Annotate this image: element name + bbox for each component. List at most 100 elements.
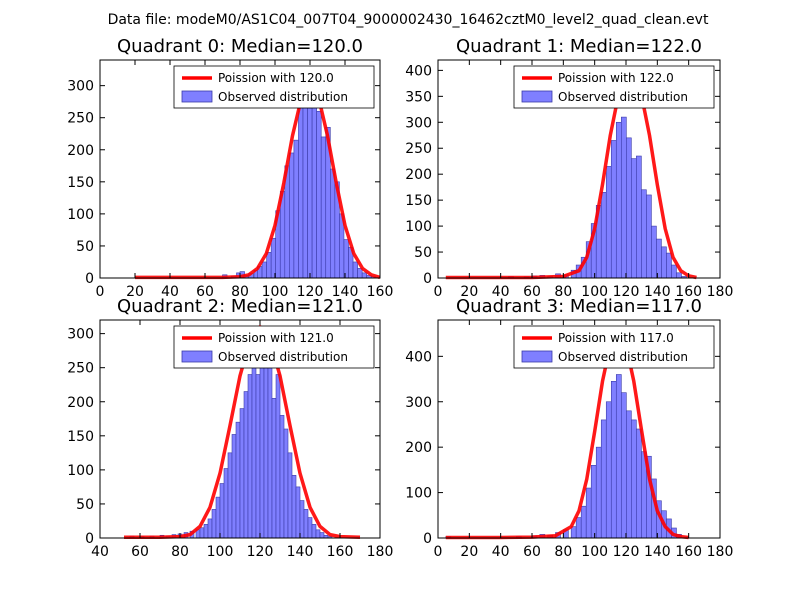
histogram-bar: [585, 487, 592, 539]
subplot-quadrant-0: 0 20 40 60 80 100 120 140 160 0 50 100 150 200 250 300 Q…: [67, 36, 393, 300]
histogram-bar: [302, 82, 308, 279]
x-tick-label: 160: [675, 544, 702, 560]
x-tick-label: 120: [297, 284, 324, 300]
histogram-bar: [636, 428, 642, 539]
y-tick-label: 200: [67, 395, 94, 411]
histogram-bar: [239, 408, 245, 539]
y-tick-label: 100: [67, 207, 94, 223]
histogram-bar: [656, 238, 662, 279]
y-tick-label: 250: [405, 141, 432, 157]
histogram-bar: [316, 110, 322, 279]
x-tick-label: 140: [644, 284, 671, 300]
histogram-bar: [299, 500, 305, 539]
x-tick-label: 20: [460, 284, 478, 300]
x-tick-label: 180: [707, 284, 734, 300]
legend: Poission with 117.0 Observed distribution: [513, 325, 715, 369]
y-tick-label: 200: [405, 167, 432, 183]
y-tick-label: 300: [405, 395, 432, 411]
x-tick-label: 140: [644, 544, 671, 560]
y-tick-label: 0: [85, 271, 94, 287]
histogram-bar: [235, 421, 241, 539]
histogram-bar: [631, 419, 637, 539]
histogram-bar: [266, 252, 272, 279]
x-tick-label: 100: [581, 284, 608, 300]
histogram-bar: [227, 452, 233, 539]
x-tick-label: 0: [434, 544, 443, 560]
subplot-title: Quadrant 1: Median=122.0: [456, 36, 702, 57]
histogram-bar: [291, 475, 297, 539]
poisson-curve: [135, 83, 381, 280]
histogram-bar: [361, 272, 367, 279]
y-tick-label: 0: [423, 271, 432, 287]
histogram-bar: [320, 136, 327, 279]
x-tick-label: 160: [367, 284, 394, 300]
histogram-bar: [307, 107, 313, 279]
x-tick-label: 40: [492, 544, 510, 560]
legend-bar-swatch: [521, 350, 553, 363]
histogram-bar: [267, 360, 273, 539]
x-tick-label: 80: [231, 284, 249, 300]
legend-bar-swatch: [181, 350, 213, 363]
histogram-bar: [575, 517, 582, 539]
figure-suptitle: Data file: modeM0/AS1C04_007T04_90000024…: [108, 12, 709, 28]
x-tick-label: 20: [126, 284, 144, 300]
x-tick-label: 40: [161, 284, 179, 300]
subplot-title: Quadrant 3: Median=117.0: [456, 296, 702, 317]
histogram-bar: [247, 374, 253, 539]
x-tick-label: 80: [171, 544, 189, 560]
histogram-bar: [605, 166, 612, 279]
subplot-title: Quadrant 0: Median=120.0: [117, 36, 363, 57]
histogram-bar: [595, 446, 602, 539]
histogram-bar: [263, 366, 269, 539]
histogram-bar: [631, 158, 637, 279]
x-tick-label: 100: [581, 544, 608, 560]
x-tick-label: 40: [492, 284, 510, 300]
histogram-bar: [231, 434, 237, 539]
histogram-bar: [261, 261, 267, 279]
subplot-quadrant-2: 40 60 80 100 120 140 160 180 0 50 100 150 200 250 300 Q…: [67, 296, 393, 560]
y-tick-label: 50: [76, 239, 94, 255]
x-tick-label: 100: [262, 284, 289, 300]
x-tick-label: 180: [367, 544, 394, 560]
subplot-quadrant-1: 0 20 40 60 80 100 120 140 160 180 0 50 100 150 200 250 3…: [405, 36, 733, 300]
histogram-bar: [620, 392, 627, 539]
y-tick-label: 0: [85, 531, 94, 547]
y-tick-label: 0: [423, 531, 432, 547]
y-tick-label: 200: [405, 440, 432, 456]
legend: Poission with 121.0 Observed distribution: [173, 325, 375, 369]
x-tick-label: 60: [131, 544, 149, 560]
y-tick-label: 350: [405, 89, 432, 105]
x-tick-label: 40: [91, 544, 109, 560]
legend-label-poisson: Poission with 121.0: [218, 331, 334, 345]
histogram-bar: [298, 104, 304, 279]
histogram-bar: [600, 419, 607, 539]
histogram-bar: [626, 137, 632, 279]
y-tick-label: 200: [67, 143, 94, 159]
histogram-bar: [203, 524, 209, 539]
histogram-bar: [620, 116, 627, 279]
histogram-bar: [590, 465, 597, 539]
x-tick-label: 180: [707, 544, 734, 560]
y-tick-label: 50: [414, 245, 432, 261]
histogram-bar: [651, 225, 657, 279]
x-tick-label: 80: [554, 544, 572, 560]
x-tick-label: 60: [523, 284, 541, 300]
histogram-bar: [636, 155, 642, 279]
histogram-bar: [676, 272, 682, 279]
x-tick-label: 160: [675, 284, 702, 300]
legend: Poission with 122.0 Observed distribution: [513, 65, 715, 109]
histogram-bar: [671, 264, 677, 279]
histogram-bar: [615, 121, 622, 279]
histogram-bar: [307, 517, 313, 539]
x-tick-label: 140: [332, 284, 359, 300]
y-tick-label: 150: [67, 429, 94, 445]
histogram-bar: [357, 268, 363, 279]
histogram-bar: [293, 139, 299, 279]
legend-label-poisson: Poission with 117.0: [558, 331, 674, 345]
y-tick-label: 250: [67, 111, 94, 127]
y-tick-label: 100: [67, 463, 94, 479]
x-tick-label: 120: [247, 544, 274, 560]
histogram-bar: [211, 509, 217, 539]
histogram-bar: [343, 239, 349, 279]
histogram-bar: [207, 518, 213, 539]
